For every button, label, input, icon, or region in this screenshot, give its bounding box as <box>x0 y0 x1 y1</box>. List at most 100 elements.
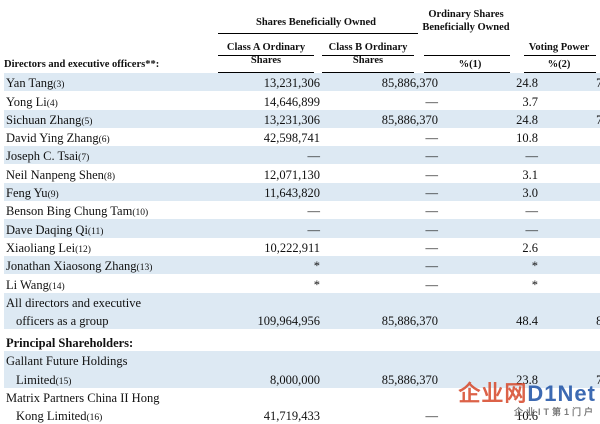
footnote-ref: (14) <box>48 281 65 292</box>
holder-name: Sichuan Zhang(5) <box>4 109 218 128</box>
class-a-value: 8,000,000 <box>218 369 328 388</box>
holder-name-text: Matrix Partners China II Hong <box>6 391 160 406</box>
voting-pct: 1.0 <box>546 164 600 182</box>
ownership-pct: 10.8 <box>516 131 538 146</box>
holder-name-text: Gallant Future Holdings <box>6 354 128 369</box>
footnote-ref: (10) <box>132 208 149 219</box>
holder-name: Matrix Partners China II Hong <box>4 388 218 406</box>
header-ordinary-shares-beneficially-owned: Ordinary Shares Beneficially Owned <box>422 9 510 33</box>
voting-pct: 1.0 <box>546 182 600 202</box>
ownership-pct: * <box>448 255 546 275</box>
header-pct-2: %(2) <box>547 59 571 70</box>
group-label-line2-text: officers as a group <box>16 314 109 329</box>
voting-pct: 1.3 <box>546 91 600 109</box>
class-a-value: 41,719,433 <box>263 409 320 424</box>
voting-pct: 74.3 <box>546 369 600 388</box>
header-rule-shares <box>218 33 418 34</box>
footnote-ref: (5) <box>81 116 93 127</box>
footnote-ref: (9) <box>47 190 59 201</box>
holder-name-text: Neil Nanpeng Shen <box>6 167 104 182</box>
holder-name: Yong Li(4) <box>4 91 218 109</box>
class-a-value: 11,643,820 <box>218 182 328 202</box>
ownership-pct: 48.4 <box>448 310 546 330</box>
header-shares-beneficially-owned: Shares Beneficially Owned <box>256 17 376 28</box>
class-b-value: — <box>425 131 439 146</box>
voting-pct: * <box>546 255 600 275</box>
class-b-value: — <box>328 219 448 238</box>
class-b-value: 85,886,370 <box>328 109 448 128</box>
footnote-ref: (3) <box>53 80 65 91</box>
holder-name-text: Benson Bing Chung Tam <box>6 204 133 219</box>
ownership-pct: 3.1 <box>522 167 538 182</box>
table-row: Sichuan Zhang(5) 13,231,306 85,886,370 24.8… <box>4 109 600 128</box>
class-a-value: — <box>218 219 328 238</box>
holder-name: Xiaoliang Lei(12) <box>4 238 218 256</box>
ownership-pct: * <box>531 277 538 292</box>
voting-pct: 3.6 <box>546 128 600 146</box>
holder-name-text: Jonathan Xiaosong Zhang <box>6 259 137 274</box>
table-row-group: officers as a group 109,964,956 85,886,370… <box>4 310 600 330</box>
header-rule-bottom-a <box>218 72 314 73</box>
header-pct-1: %(1) <box>458 59 482 70</box>
holder-name-text: Joseph C. Tsai <box>6 149 79 164</box>
table-row: Neil Nanpeng Shen(8) 12,071,130 — 3.1 1.0 <box>4 164 600 182</box>
holder-name: Li Wang(14) <box>4 274 218 292</box>
ownership-pct: — <box>448 146 546 165</box>
voting-pct: 82.3 <box>546 310 600 330</box>
class-b-value: — <box>328 255 448 275</box>
holder-name-cont: Kong Limited(16) <box>4 406 218 424</box>
principal-shareholders-header: Principal Shareholders: <box>4 329 600 351</box>
footnote-ref: (6) <box>98 135 110 146</box>
ownership-pct: 3.7 <box>522 94 538 109</box>
class-b-value: 85,886,370 <box>328 369 448 388</box>
holder-name: Jonathan Xiaosong Zhang(13) <box>4 255 218 275</box>
class-a-value: 10,222,911 <box>264 240 320 255</box>
holder-name-text: Yong Li <box>6 94 47 109</box>
header-rule-class-b <box>322 55 414 56</box>
header-voting-power: Voting Power <box>528 42 590 53</box>
holder-name-text: Feng Yu <box>6 186 48 201</box>
voting-pct: 74.4 <box>546 73 600 92</box>
header-rule-bottom-pct1 <box>424 72 510 73</box>
group-label-line1-text: All directors and executive <box>6 295 142 310</box>
holder-name: David Ying Zhang(6) <box>4 128 218 146</box>
footnote-ref: (15) <box>55 376 72 387</box>
header-class-a: Class A Ordinary Shares <box>226 42 306 66</box>
footnote-ref: (16) <box>86 413 103 424</box>
holder-name-cont: Limited(15) <box>4 369 218 388</box>
class-a-value: 13,231,306 <box>218 109 328 128</box>
header-rule-bottom-b <box>322 72 414 73</box>
table-row: Benson Bing Chung Tam(10) — — — — <box>4 201 600 219</box>
class-a-value: 13,231,306 <box>218 73 328 92</box>
table-row: Gallant Future Holdings <box>4 351 600 370</box>
holder-name: Benson Bing Chung Tam(10) <box>4 201 218 219</box>
voting-pct: * <box>546 274 600 292</box>
class-b-value: — <box>425 409 439 424</box>
table-row: Li Wang(14) * — * * <box>4 274 600 292</box>
directors-label: Directors and executive officers**: <box>4 59 160 70</box>
holder-name-text: Xiaoliang Lei <box>6 240 76 255</box>
class-a-value: 14,646,899 <box>263 94 320 109</box>
table-row: Yong Li(4) 14,646,899 — 3.7 1.3 <box>4 91 600 109</box>
header-rule-voting <box>524 55 596 56</box>
class-b-value: — <box>425 277 439 292</box>
table-row: Feng Yu(9)11,643,820—3.01.0 <box>4 182 600 202</box>
class-b-value: — <box>425 94 439 109</box>
ownership-pct: 24.8 <box>448 73 546 92</box>
footnote-ref: (8) <box>103 171 115 182</box>
ownership-pct: 23.8 <box>448 369 546 388</box>
voting-pct: — <box>546 201 600 219</box>
ownership-pct: 3.0 <box>448 182 546 202</box>
table-row: David Ying Zhang(6) 42,598,741 — 10.8 3.6 <box>4 128 600 146</box>
class-a-value: * <box>218 255 328 275</box>
table-row: Dave Daqing Qi(11)———— <box>4 219 600 238</box>
footnote-ref: (4) <box>46 98 58 109</box>
header-rule-ordinary <box>424 55 510 56</box>
ownership-table: Yan Tang(3)13,231,30685,886,37024.874.4Y… <box>4 73 600 424</box>
holder-name: Yan Tang(3) <box>4 73 218 92</box>
watermark-logo: 企业网D1Net 企业IT第1门户 <box>458 381 596 417</box>
holder-name-text: Sichuan Zhang <box>6 112 82 127</box>
group-label-line1: All directors and executive <box>4 292 218 311</box>
holder-name: Dave Daqing Qi(11) <box>4 219 218 238</box>
